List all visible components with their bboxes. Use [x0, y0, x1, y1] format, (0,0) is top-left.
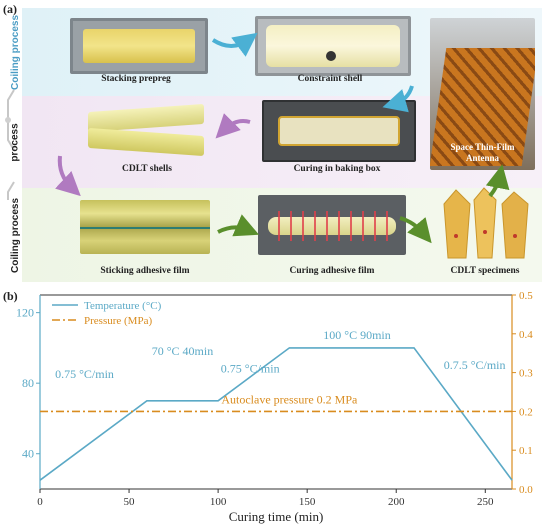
curing-film-photo: [258, 195, 406, 255]
x-tick-label: 0: [37, 496, 43, 508]
series-line-0: [39, 347, 513, 481]
panel-b-label: (b): [3, 289, 18, 303]
space-antenna-photo: Space Thin-Film Antenna: [430, 18, 535, 170]
arrow-to-constraint: [211, 32, 258, 57]
caption-stacking-prepreg: Stacking prepreg: [101, 74, 171, 84]
y-right-tick-label: 0.4: [519, 329, 533, 341]
chart-annotation: Autoclave pressure 0.2 MPa: [221, 393, 358, 407]
y-left-tick-label: 80: [22, 376, 34, 390]
y-right-tick-label: 0.5: [519, 290, 533, 302]
y-right-tick-label: 0.3: [519, 368, 533, 380]
curing-profile-panel: (b) 0 50 100 150 200 250 40 80 120 0.0 0.1 0.2 0.3 0.…: [0, 287, 550, 524]
x-axis-label: Curing time (min): [229, 509, 324, 524]
caption-cdlt-shells: CDLT shells: [122, 164, 172, 174]
caption-curing-film: Curing adhesive film: [289, 266, 375, 276]
cdlt-specimens-graphic: [443, 187, 529, 259]
panel-a-label: (a): [3, 2, 17, 16]
y-left-tick-label: 120: [16, 306, 34, 320]
chart-annotation: 100 °C 90min: [323, 328, 390, 342]
legend-label: Temperature (°C): [84, 300, 162, 312]
sticking-film-photo: [80, 200, 210, 254]
chart-annotation: 0.7.5 °C/min: [444, 358, 506, 372]
arrow-to-baking: [382, 85, 414, 113]
flow-arrows: [55, 32, 510, 244]
stacking-prepreg-photo: [70, 18, 208, 74]
baking-box-photo: [262, 100, 416, 162]
chart-annotation: 0.75 °C/min: [55, 367, 114, 381]
y-right-tick-label: 0.0: [519, 484, 533, 496]
x-tick-label: 100: [210, 496, 227, 508]
arrow-to-curing-film: [217, 214, 260, 237]
caption-baking-box: Curing in baking box: [293, 164, 381, 174]
x-tick-label: 200: [388, 496, 405, 508]
arrow-to-antenna: [485, 164, 510, 198]
chart-annotation: 70 °C 40min: [152, 344, 213, 358]
x-tick-label: 250: [477, 496, 494, 508]
arrow-to-shells: [215, 113, 251, 139]
caption-sticking-film: Sticking adhesive film: [100, 266, 190, 276]
caption-constraint-shell: Constraint shell: [297, 74, 363, 84]
curing-profile-chart: 0 50 100 150 200 250 40 80 120 0.0 0.1 0.2 0.3 0.4 0.5…: [16, 290, 533, 524]
x-tick-label: 150: [299, 496, 316, 508]
x-tick-label: 50: [124, 496, 136, 508]
arrow-to-sticking: [55, 155, 81, 197]
side-connector-lines: [5, 89, 15, 200]
caption-cdlt-specimens: CDLT specimens: [450, 266, 520, 276]
chart-annotation: 0.75 °C/min: [221, 362, 280, 376]
y-right-tick-label: 0.2: [519, 406, 533, 418]
y-right-tick-label: 0.1: [519, 445, 533, 457]
antenna-label-line1: Space Thin-Film: [450, 142, 515, 152]
arrow-to-specimens: [399, 216, 432, 244]
antenna-label-line2: Antenna: [465, 153, 499, 163]
process-flow-panel: (a) Coiling process process Coiling proc…: [3, 2, 542, 282]
y-left-tick-label: 40: [22, 447, 34, 461]
legend-label: Pressure (MPa): [84, 315, 152, 327]
